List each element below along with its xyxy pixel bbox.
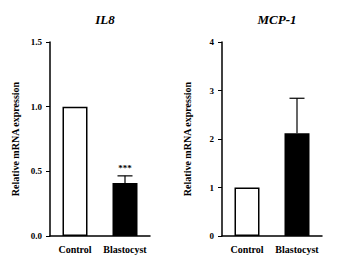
svg-text:Blastocyst: Blastocyst — [103, 244, 147, 255]
svg-text:1: 1 — [210, 183, 215, 193]
svg-text:3: 3 — [210, 86, 215, 96]
svg-text:2: 2 — [210, 134, 215, 144]
svg-text:MCP-1: MCP-1 — [257, 12, 297, 27]
svg-text:Relative mRNA expression: Relative mRNA expression — [10, 81, 21, 196]
svg-text:Relative mRNA expression: Relative mRNA expression — [182, 81, 193, 196]
svg-text:0: 0 — [210, 231, 215, 241]
svg-text:1.5: 1.5 — [31, 37, 43, 47]
svg-text:***: *** — [118, 163, 132, 173]
svg-text:Control: Control — [230, 244, 263, 255]
svg-text:4: 4 — [210, 37, 215, 47]
svg-text:Blastocyst: Blastocyst — [275, 244, 319, 255]
svg-text:0.0: 0.0 — [31, 231, 43, 241]
svg-text:1.0: 1.0 — [31, 102, 43, 112]
svg-text:Control: Control — [58, 244, 91, 255]
svg-text:IL8: IL8 — [94, 12, 115, 27]
svg-text:0.5: 0.5 — [31, 166, 43, 176]
